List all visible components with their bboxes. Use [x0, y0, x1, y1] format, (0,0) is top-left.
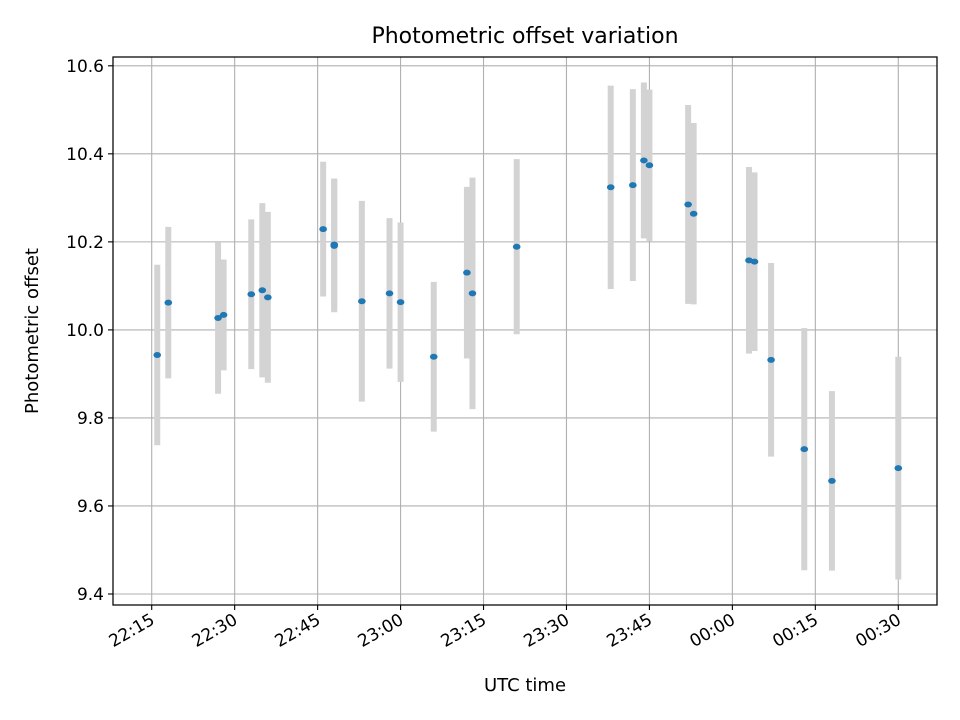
y-tick-label: 9.6 — [77, 497, 104, 517]
y-tick-label: 9.4 — [77, 585, 104, 605]
y-tick-label: 10.2 — [66, 233, 104, 253]
y-tick-label: 10.0 — [66, 321, 104, 341]
data-point — [828, 477, 836, 484]
y-axis-label: Photometric offset — [22, 248, 43, 414]
data-point — [358, 298, 366, 305]
data-point — [264, 294, 272, 301]
data-point — [153, 351, 162, 358]
data-point — [396, 299, 405, 306]
y-tick-label: 10.4 — [66, 145, 104, 165]
data-point — [429, 353, 438, 360]
data-point — [512, 243, 521, 250]
data-point — [463, 269, 471, 276]
data-point — [629, 182, 637, 189]
data-point — [767, 356, 775, 363]
data-point — [684, 201, 692, 208]
data-point — [468, 290, 477, 297]
data-point — [258, 287, 267, 294]
data-point — [750, 258, 759, 265]
data-point — [800, 446, 809, 453]
data-point — [247, 291, 256, 298]
data-point — [640, 157, 648, 164]
plot-area-frame — [112, 56, 938, 606]
data-point — [385, 290, 394, 297]
data-point — [164, 299, 173, 306]
y-tick-label: 9.8 — [77, 409, 104, 429]
data-point — [214, 315, 222, 322]
data-point — [606, 184, 615, 191]
data-point — [894, 465, 903, 472]
data-points — [153, 157, 903, 484]
x-axis-label: UTC time — [484, 675, 566, 696]
data-point — [645, 162, 654, 169]
data-point — [689, 210, 698, 217]
data-point — [319, 226, 327, 233]
data-point — [330, 242, 339, 249]
chart-title: Photometric offset variation — [371, 24, 678, 49]
y-tick-label: 10.6 — [66, 57, 104, 77]
y-axis: 9.4 9.6 9.8 10.0 10.2 10.4 10.6 — [66, 57, 113, 605]
data-point — [219, 311, 228, 318]
grid — [113, 57, 937, 605]
